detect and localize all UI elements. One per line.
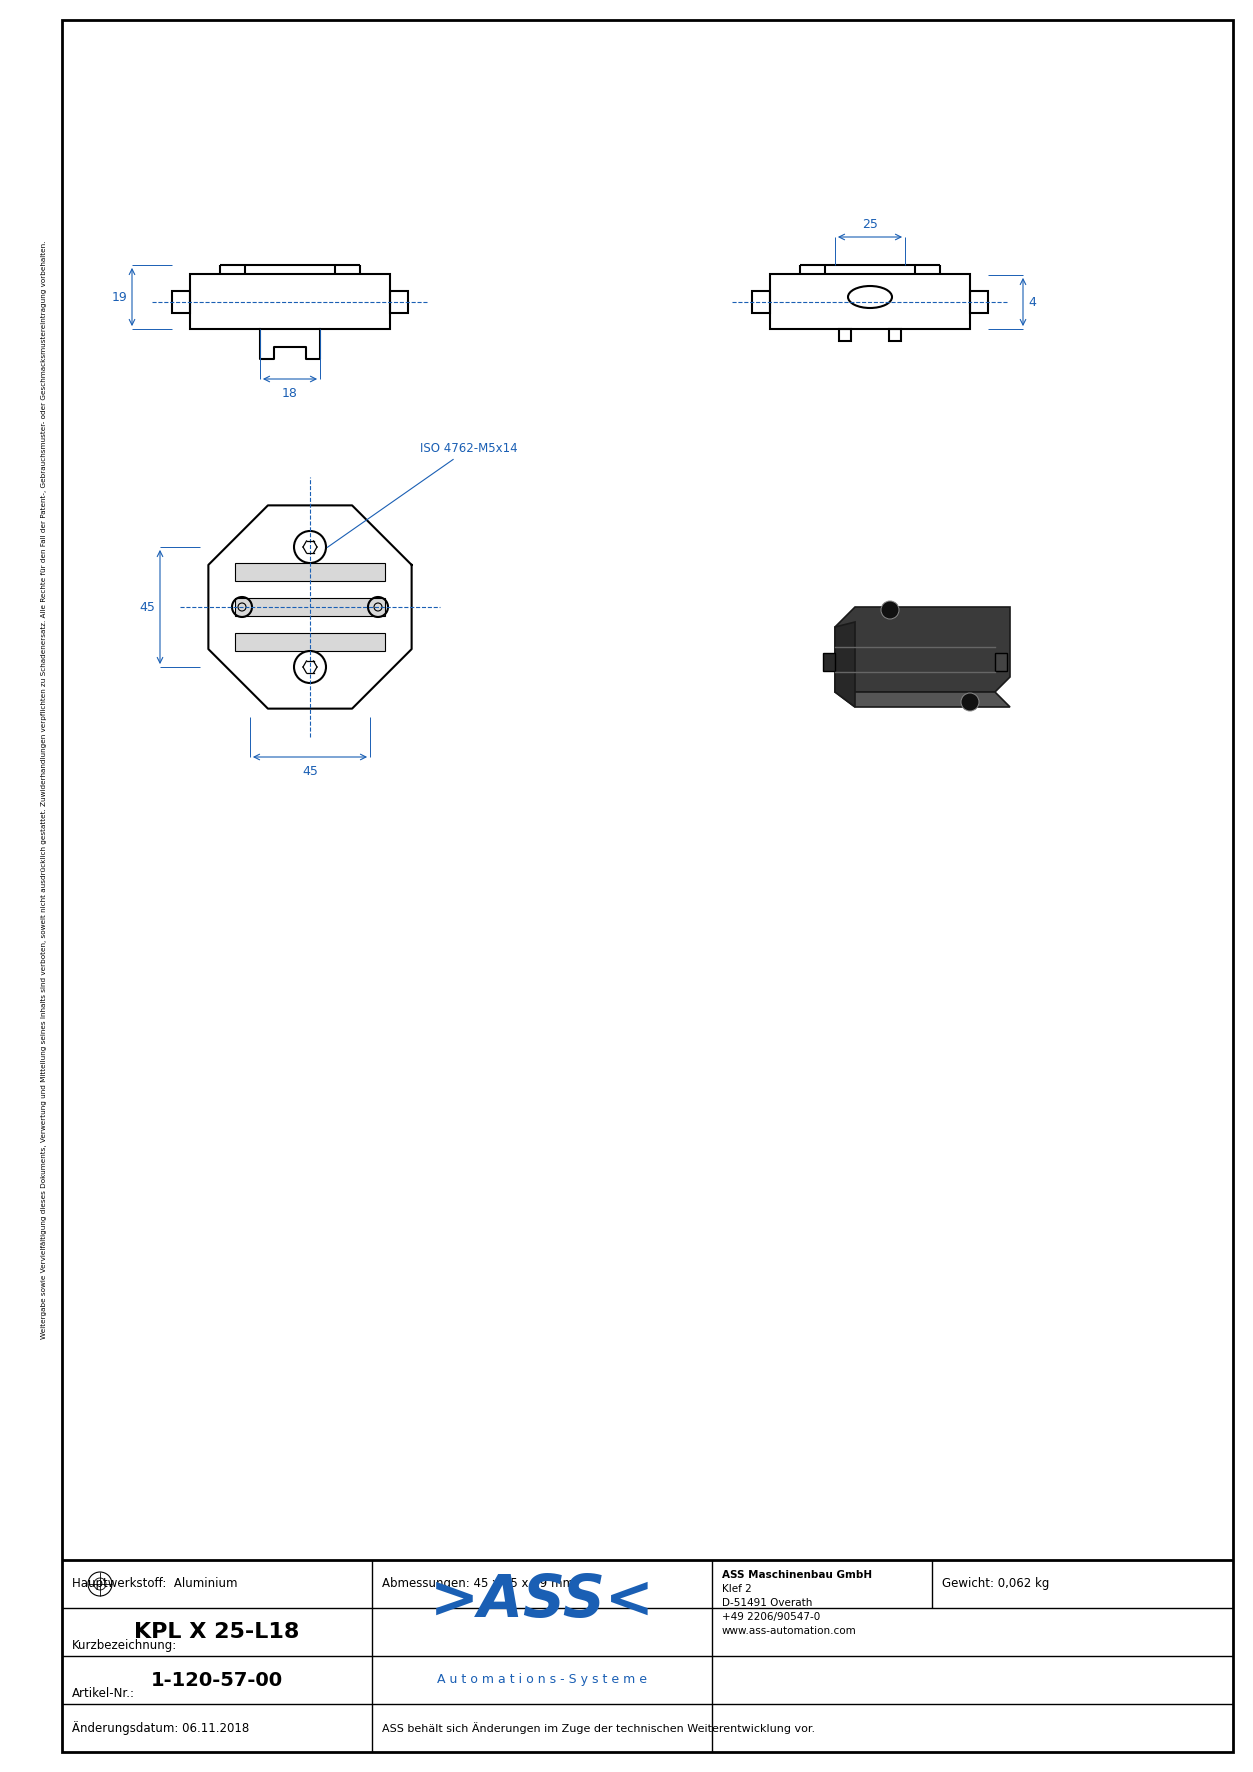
Text: 45: 45 (302, 766, 318, 778)
Bar (970, 291, 989, 314)
Polygon shape (834, 622, 855, 707)
Bar (752, 291, 771, 314)
Bar (771, 275, 970, 330)
Polygon shape (834, 608, 1010, 693)
Text: Weitergabe sowie Vervielfältigung dieses Dokuments, Verwertung und Mitteilung se: Weitergabe sowie Vervielfältigung dieses… (41, 241, 48, 1340)
Text: Abmessungen: 45 x 45 x 19 mm: Abmessungen: 45 x 45 x 19 mm (382, 1577, 574, 1591)
Text: Kurzbezeichnung:: Kurzbezeichnung: (71, 1639, 177, 1652)
Bar (236, 633, 385, 650)
Text: Hauptwerkstoff:  Aluminium: Hauptwerkstoff: Aluminium (71, 1577, 238, 1591)
Text: 1-120-57-00: 1-120-57-00 (150, 1671, 283, 1689)
Text: 18: 18 (282, 386, 298, 400)
Bar (840, 330, 851, 340)
Text: 45: 45 (139, 601, 155, 613)
Text: A u t o m a t i o n s - S y s t e m e: A u t o m a t i o n s - S y s t e m e (437, 1673, 647, 1687)
Text: Klef 2: Klef 2 (722, 1584, 752, 1595)
Text: 19: 19 (112, 291, 127, 303)
Bar (390, 291, 408, 314)
Text: Änderungsdatum: 06.11.2018: Änderungsdatum: 06.11.2018 (71, 1721, 249, 1735)
Bar (190, 275, 390, 330)
Text: KPL X 25-L18: KPL X 25-L18 (134, 1621, 299, 1643)
Text: Artikel-Nr.:: Artikel-Nr.: (71, 1687, 135, 1699)
Bar (172, 291, 190, 314)
Bar (236, 563, 385, 581)
Text: www.ass-automation.com: www.ass-automation.com (722, 1627, 857, 1636)
Text: Gewicht: 0,062 kg: Gewicht: 0,062 kg (942, 1577, 1049, 1591)
Circle shape (881, 601, 898, 618)
Text: ASS behält sich Änderungen im Zuge der technischen Weiterentwicklung vor.: ASS behält sich Änderungen im Zuge der t… (382, 1722, 816, 1735)
Text: +49 2206/90547-0: +49 2206/90547-0 (722, 1613, 821, 1621)
Text: 25: 25 (862, 218, 878, 230)
Text: 4: 4 (1027, 296, 1036, 308)
Circle shape (961, 693, 979, 711)
Bar (823, 654, 834, 672)
Text: >ASS<: >ASS< (430, 1572, 654, 1628)
Text: D-51491 Overath: D-51491 Overath (722, 1598, 812, 1607)
Text: ISO 4762-M5x14: ISO 4762-M5x14 (327, 441, 517, 548)
Bar (888, 330, 901, 340)
Bar (995, 654, 1007, 672)
Polygon shape (834, 693, 1010, 707)
Bar (236, 597, 385, 617)
Text: ASS Maschinenbau GmbH: ASS Maschinenbau GmbH (722, 1570, 872, 1581)
